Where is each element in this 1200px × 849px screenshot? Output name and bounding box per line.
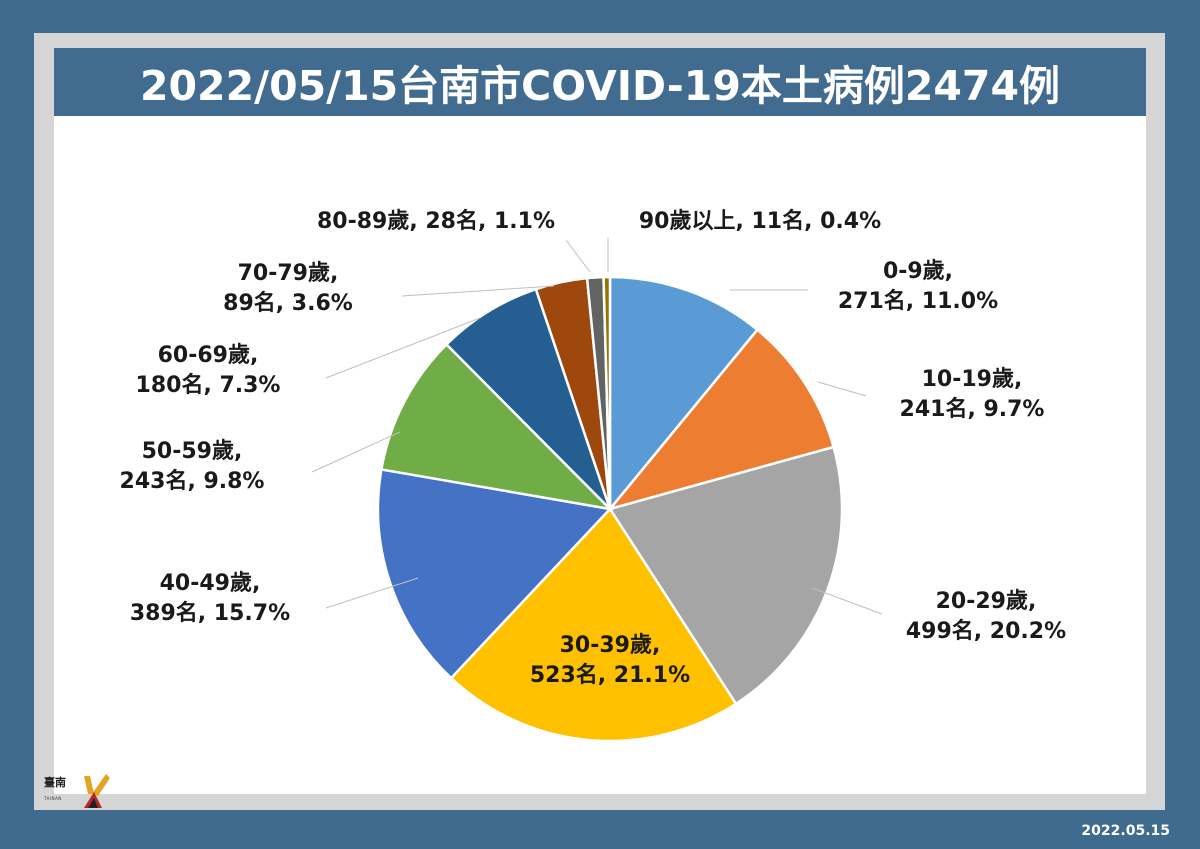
pie-slice-7 bbox=[444, 287, 612, 510]
data-label-4: 30-39歲, 523名, 21.1% bbox=[530, 633, 690, 688]
data-label-7: 60-69歲, 180名, 7.3% bbox=[136, 343, 281, 398]
footer-date: 2022.05.15 bbox=[1081, 823, 1170, 839]
pie-slice-6 bbox=[379, 342, 614, 511]
data-label-5: 40-49歲, 389名, 15.7% bbox=[130, 571, 290, 626]
data-label-6: 50-59歲, 243名, 9.8% bbox=[120, 439, 265, 494]
leader-line-9 bbox=[565, 239, 591, 273]
leader-line-6 bbox=[311, 431, 401, 473]
page-title: 2022/05/15台南市COVID-19本土病例2474例 bbox=[54, 48, 1146, 116]
data-label-8: 70-79歲, 89名, 3.6% bbox=[223, 261, 353, 316]
leader-line-2 bbox=[817, 381, 867, 397]
leader-line-3 bbox=[811, 587, 883, 615]
tainan-logo: 臺南 TAINAN bbox=[44, 764, 116, 810]
pie-slice-4 bbox=[449, 506, 738, 743]
leader-line-7 bbox=[325, 317, 481, 379]
data-label-9: 80-89歲, 28名, 1.1% bbox=[317, 208, 555, 234]
leader-line-8 bbox=[401, 285, 555, 297]
logo-text: 臺南 bbox=[44, 776, 66, 789]
pie-slice-10 bbox=[602, 275, 612, 510]
logo-emblem-icon bbox=[84, 774, 110, 808]
pie-slice-3 bbox=[608, 445, 844, 706]
data-label-3: 20-29歲, 499名, 20.2% bbox=[906, 589, 1066, 644]
data-label-1: 0-9歲, 271名, 11.0% bbox=[838, 259, 998, 314]
pie-slice-2 bbox=[606, 328, 836, 512]
pie-slice-5 bbox=[376, 467, 613, 680]
pie-slice-1 bbox=[608, 275, 760, 513]
data-label-2: 10-19歲, 241名, 9.7% bbox=[900, 367, 1045, 422]
leader-line-5 bbox=[325, 577, 419, 609]
logo-subtext: TAINAN bbox=[44, 796, 62, 801]
data-label-10: 90歲以上, 11名, 0.4% bbox=[639, 208, 881, 234]
